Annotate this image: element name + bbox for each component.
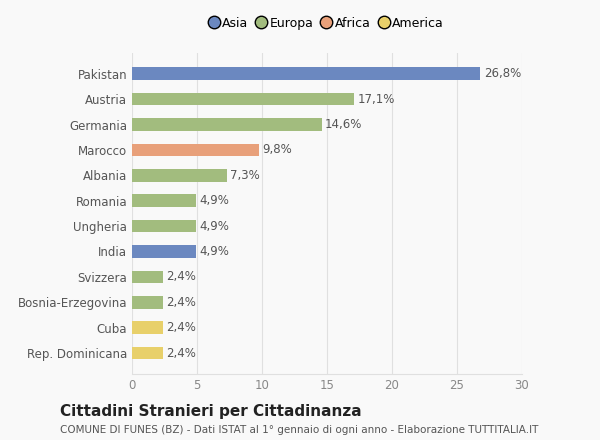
Text: 9,8%: 9,8% — [263, 143, 292, 157]
Text: COMUNE DI FUNES (BZ) - Dati ISTAT al 1° gennaio di ogni anno - Elaborazione TUTT: COMUNE DI FUNES (BZ) - Dati ISTAT al 1° … — [60, 425, 538, 436]
Bar — [132, 169, 227, 182]
Text: Cittadini Stranieri per Cittadinanza: Cittadini Stranieri per Cittadinanza — [60, 404, 362, 419]
Bar — [132, 93, 354, 106]
Text: 2,4%: 2,4% — [166, 296, 196, 309]
Text: 26,8%: 26,8% — [484, 67, 521, 80]
Bar — [132, 220, 196, 232]
Bar — [132, 118, 322, 131]
Bar — [132, 67, 481, 80]
Bar — [132, 271, 163, 283]
Text: 2,4%: 2,4% — [166, 347, 196, 359]
Bar — [132, 194, 196, 207]
Text: 4,9%: 4,9% — [199, 220, 229, 233]
Bar — [132, 347, 163, 359]
Bar — [132, 296, 163, 308]
Legend: Asia, Europa, Africa, America: Asia, Europa, Africa, America — [208, 14, 446, 32]
Text: 14,6%: 14,6% — [325, 118, 362, 131]
Bar — [132, 321, 163, 334]
Text: 7,3%: 7,3% — [230, 169, 260, 182]
Text: 4,9%: 4,9% — [199, 245, 229, 258]
Text: 2,4%: 2,4% — [166, 270, 196, 283]
Text: 17,1%: 17,1% — [358, 93, 395, 106]
Text: 2,4%: 2,4% — [166, 321, 196, 334]
Text: 4,9%: 4,9% — [199, 194, 229, 207]
Bar — [132, 143, 259, 156]
Bar — [132, 245, 196, 258]
